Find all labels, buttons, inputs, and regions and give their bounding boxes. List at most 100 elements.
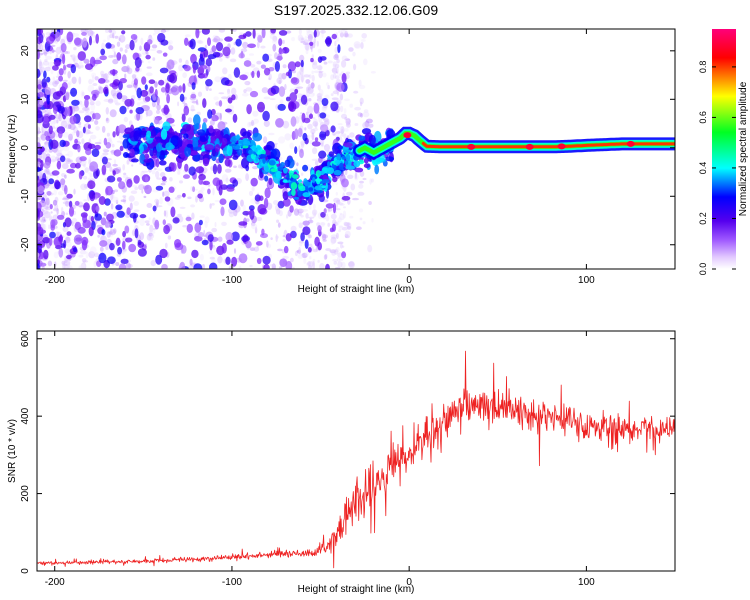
heatmap-blob: [139, 101, 146, 104]
heatmap-blob: [38, 66, 45, 71]
heatmap-blob: [362, 121, 369, 129]
heatmap-blob: [306, 30, 314, 38]
heatmap-blob: [95, 205, 100, 213]
colorbar-ticks: 0.0 0.2 0.4 0.6 0.8: [698, 61, 736, 276]
heatmap-blob: [339, 134, 345, 137]
heatmap-blob: [330, 74, 335, 81]
snr-panel: -200 -100 0 100 0 200 400 600 Height of straig…: [7, 330, 676, 595]
heatmap-blob: [289, 92, 298, 103]
heatmap-blob: [106, 132, 110, 137]
heatmap-blob: [182, 83, 186, 93]
heatmap-blob: [259, 154, 267, 159]
heatmap-blob: [360, 42, 364, 49]
heatmap-blob: [112, 69, 116, 77]
heatmap-blob: [224, 36, 233, 42]
heatmap-blob: [169, 72, 178, 84]
heatmap-blob: [146, 233, 152, 241]
heatmap-blob: [322, 158, 326, 162]
heatmap-blob: [309, 265, 313, 269]
heatmap-blob: [195, 99, 199, 105]
heatmap-blob: [183, 174, 190, 179]
heatmap-blob: [298, 246, 301, 255]
heatmap-blob: [194, 222, 202, 233]
heatmap-blob: [164, 196, 171, 202]
heatmap-blob: [321, 98, 329, 106]
heatmap-blob: [162, 52, 168, 57]
heatmap-blob: [120, 199, 126, 202]
heatmap-blob: [37, 201, 42, 212]
heatmap-blob: [339, 93, 344, 101]
heatmap-blob: [345, 71, 351, 75]
heatmap-blob: [50, 139, 59, 149]
heatmap-blob: [331, 67, 338, 74]
heatmap-blob: [231, 256, 238, 267]
heatmap-blob: [308, 243, 313, 247]
heatmap-blob: [319, 130, 327, 141]
colorbar-tick-label: 0.0: [698, 263, 708, 276]
heatmap-blob: [251, 223, 258, 230]
heatmap-blob: [320, 222, 326, 226]
heatmap-blob: [335, 181, 338, 186]
heatmap-blob: [215, 42, 224, 52]
heatmap-blob: [324, 118, 330, 126]
heatmap-blob: [37, 36, 42, 45]
heatmap-blob: [185, 59, 189, 66]
heatmap-blob: [167, 235, 172, 240]
heatmap-blob: [255, 155, 259, 162]
heatmap-blob: [321, 141, 324, 147]
heatmap-blob: [300, 112, 303, 115]
heatmap-blob: [71, 54, 76, 60]
heatmap-blob: [131, 158, 139, 163]
heatmap-blob: [69, 123, 76, 131]
heatmap-blob: [37, 80, 41, 85]
heatmap-blob: [207, 65, 211, 73]
heatmap-blob: [293, 196, 300, 200]
heatmap-blob: [225, 177, 229, 184]
heatmap-blob: [298, 185, 307, 191]
heatmap-blob: [53, 106, 58, 115]
heatmap-blob: [122, 195, 127, 198]
heatmap-blob: [325, 263, 330, 269]
heatmap-blob: [263, 96, 271, 100]
heatmap-blob: [317, 190, 323, 194]
heatmap-blob: [322, 105, 328, 110]
y-tick-label: 600: [20, 330, 31, 347]
heatmap-blob: [222, 67, 228, 75]
heatmap-blob: [118, 263, 127, 269]
heatmap-blob: [148, 238, 154, 241]
heatmap-blob: [336, 203, 338, 208]
heatmap-blob: [63, 131, 69, 138]
heatmap-blob: [197, 193, 203, 199]
heatmap-blob: [312, 177, 316, 184]
heatmap-blob: [44, 58, 48, 63]
heatmap-blob: [62, 226, 69, 233]
heatmap-blob: [233, 208, 238, 217]
heatmap-blob: [86, 128, 90, 134]
heatmap-blob: [296, 250, 299, 253]
heatmap-blob: [308, 74, 312, 79]
heatmap-blob: [107, 98, 114, 104]
heatmap-blob: [124, 73, 127, 79]
heatmap-blob: [341, 261, 346, 269]
heatmap-blob: [46, 172, 51, 180]
heatmap-blob: [45, 31, 52, 36]
heatmap-blob: [192, 138, 199, 149]
spectrogram-frame: [36, 28, 676, 270]
heatmap-blob: [63, 36, 67, 41]
heatmap-blob: [299, 54, 305, 62]
heatmap-blob: [310, 265, 315, 269]
heatmap-blob: [287, 191, 292, 197]
heatmap-blob: [282, 255, 290, 259]
heatmap-blob: [294, 61, 301, 68]
y-tick-label: -10: [20, 189, 31, 204]
heatmap-blob: [139, 232, 145, 241]
heatmap-blob: [44, 109, 52, 113]
heatmap-blob: [116, 210, 125, 218]
heatmap-blob: [344, 169, 348, 176]
heatmap-blob: [227, 88, 231, 95]
heatmap-blob: [37, 126, 41, 133]
heatmap-blob: [242, 210, 250, 216]
heatmap-blob: [253, 118, 259, 124]
